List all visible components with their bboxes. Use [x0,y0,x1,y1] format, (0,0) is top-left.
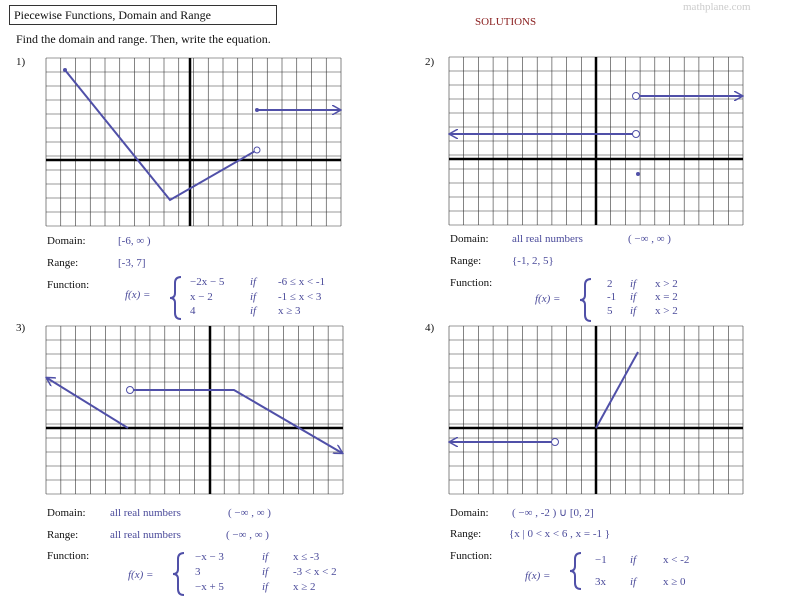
dot [636,172,640,176]
graph-1-curves [63,68,340,202]
domain-label: Domain: [450,233,489,245]
fx: f(x) = [535,293,561,305]
range-value: [-3, 7] [118,257,146,269]
fx: f(x) = [525,570,551,582]
instructions: Find the domain and range. Then, write t… [16,32,271,46]
open-circle [632,92,640,100]
domain-label: Domain: [47,507,86,519]
piece-cell: if [630,291,637,303]
problem-number: 2) [425,56,435,68]
function-label: Function: [450,550,493,562]
domain-value: [-6, ∞ ) [118,235,151,247]
piece-cell: 2 [607,278,613,290]
domain-value: ( −∞ , ∞ ) [228,507,271,519]
open-circle [253,146,261,154]
piece-cell: 3 [195,566,201,578]
curve [64,69,258,202]
piece-cell: if [262,566,269,578]
range-label: Range: [450,528,482,540]
piece-cell: if [250,305,257,317]
brace [169,276,182,320]
open-circle [551,438,559,446]
piece-cell: −1 [595,554,607,566]
piece-cell: 3x [595,576,606,588]
piece-cell: 4 [190,305,196,317]
piece-cell: x ≥ 3 [278,305,301,317]
piece-cell: -3 < x < 2 [293,566,337,578]
piece-cell: x = 2 [655,291,678,303]
piece-cell: -1 ≤ x < 3 [278,291,322,303]
range-value: {-1, 2, 5} [512,255,554,267]
brace [172,552,185,596]
piece-cell: if [630,576,637,588]
graph-2-curves [450,92,742,176]
solutions: SOLUTIONS [475,16,537,28]
domain-value: ( −∞ , -2 ) ∪ [0, 2] [512,507,594,519]
problem-number: 3) [16,322,26,334]
piece-cell: x < -2 [663,554,690,566]
watermark: mathplane.com [683,1,751,13]
piece-cell: −x − 3 [195,551,224,563]
piece-cell: x ≥ 0 [663,576,686,588]
domain-label: Domain: [450,507,489,519]
dot [63,68,67,72]
open-circle [126,386,134,394]
brace [569,552,582,590]
range-value: all real numbers [110,529,181,541]
piece-cell: if [250,291,257,303]
problem-number: 4) [425,322,435,334]
graph-3-curves [47,378,342,453]
piece-cell: -6 ≤ x < -1 [278,276,326,288]
range-label: Range: [47,529,79,541]
piece-cell: -1 [607,291,617,303]
piece-cell: if [250,276,257,288]
piece-cell: x > 2 [655,278,678,290]
piece-cell: if [630,305,637,317]
piece-cell: x > 2 [655,305,678,317]
graph-4-curves [450,351,639,446]
function-label: Function: [47,279,90,291]
function-label: Function: [450,277,493,289]
segment [595,351,639,429]
dot [255,108,259,112]
range-value: ( −∞ , ∞ ) [226,529,269,541]
piece-cell: x ≤ -3 [293,551,320,563]
domain-value: all real numbers [512,233,583,245]
piece-cell: if [262,551,269,563]
domain-value: ( −∞ , ∞ ) [628,233,671,245]
range-label: Range: [450,255,482,267]
piece-cell: 5 [607,305,613,317]
range-value: {x | 0 < x < 6 , x = -1 } [509,528,611,540]
piece-cell: if [630,554,637,566]
title: Piecewise Functions, Domain and Range [9,5,277,25]
curve [130,389,342,453]
fx: f(x) = [125,289,151,301]
domain-value: all real numbers [110,507,181,519]
ray [47,378,129,429]
problem-number: 1) [16,56,26,68]
piece-cell: −2x − 5 [190,276,225,288]
fx: f(x) = [128,569,154,581]
range-label: Range: [47,257,79,269]
piece-cell: x − 2 [190,291,213,303]
brace [579,278,592,322]
piece-cell: x ≥ 2 [293,581,316,593]
function-label: Function: [47,550,90,562]
open-circle [632,130,640,138]
domain-label: Domain: [47,235,86,247]
piece-cell: if [630,278,637,290]
piece-cell: if [262,581,269,593]
piece-cell: −x + 5 [195,581,224,593]
